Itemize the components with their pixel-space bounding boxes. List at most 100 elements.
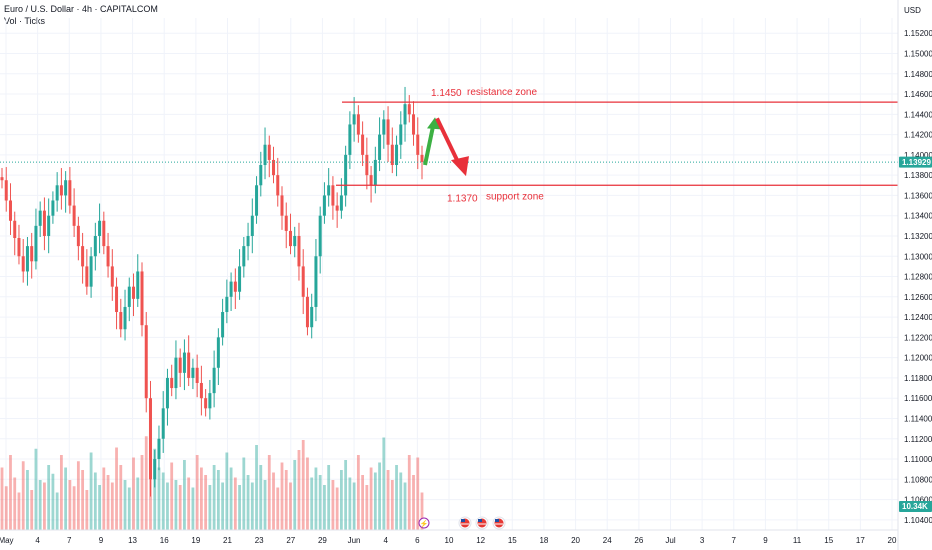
candle-body	[339, 195, 343, 211]
price-tick-label: 1.13600	[904, 191, 932, 200]
candle-body	[38, 210, 42, 226]
candle-body	[348, 124, 352, 155]
volume-bar	[199, 467, 203, 530]
volume-bar	[47, 465, 51, 530]
volume-bar	[378, 462, 381, 530]
candle-body	[55, 185, 59, 201]
volume-bar	[166, 482, 169, 530]
candle-body	[322, 195, 326, 216]
currency-label: USD	[904, 6, 921, 15]
candle-body	[8, 200, 12, 221]
price-tick-label: 1.13400	[904, 212, 932, 221]
candle-body	[221, 312, 225, 338]
volume-bar	[318, 475, 322, 530]
support-price-label: 1.1370	[447, 193, 478, 204]
volume-bar	[216, 470, 220, 530]
candle-body	[132, 286, 136, 299]
candle-body	[21, 256, 25, 272]
down-arrow	[435, 117, 461, 166]
candle-body	[187, 352, 191, 378]
candle-body	[233, 281, 237, 292]
candlesticks	[0, 86, 424, 497]
time-tick-label: 19	[191, 536, 200, 545]
candle-body	[102, 220, 106, 247]
candle-body	[25, 246, 29, 272]
volume-bar	[267, 455, 271, 530]
volume-bar	[170, 462, 174, 530]
candle-body	[297, 235, 301, 267]
volume-bar	[17, 492, 21, 530]
volume-bar	[373, 472, 377, 530]
volume-bar	[407, 455, 411, 530]
volume-bar	[106, 475, 110, 530]
time-tick-label: 24	[603, 536, 612, 545]
volume-bar	[233, 477, 237, 530]
volume-bar	[119, 465, 123, 530]
price-axis[interactable]: 1.15200 1.15000 1.14800 1.14600 1.14400 1.142…	[904, 29, 932, 525]
candle-body	[81, 246, 85, 267]
candle-body	[127, 286, 131, 307]
candle-body	[199, 382, 203, 399]
candle-body	[208, 393, 212, 409]
volume-bar	[13, 477, 17, 530]
candle-body	[301, 266, 305, 297]
time-tick-label: 17	[856, 536, 865, 545]
candle-body	[47, 215, 51, 236]
volume-bar	[85, 490, 89, 530]
price-tick-label: 1.14200	[904, 131, 932, 140]
candle-body	[305, 296, 309, 328]
candle-body	[263, 144, 267, 166]
volume-bar	[89, 452, 93, 530]
volume-bar	[183, 460, 186, 530]
time-tick-label: 26	[634, 536, 643, 545]
time-tick-label: 15	[508, 536, 517, 545]
volume-bar	[110, 482, 114, 530]
volume-bar	[246, 475, 250, 530]
candle-body	[399, 124, 403, 145]
projection-arrows	[423, 117, 469, 177]
candle-body	[416, 134, 420, 155]
time-tick-label: 15	[824, 536, 833, 545]
volume-bar	[284, 470, 288, 530]
candle-body	[403, 104, 407, 125]
time-tick-label: 7	[67, 536, 72, 545]
volume-indicator-label[interactable]: Vol · Ticks	[4, 16, 46, 26]
candle-body	[76, 225, 80, 247]
volume-bar	[43, 482, 46, 530]
economic-event-icons[interactable]: ⚡	[418, 516, 506, 530]
candle-body	[123, 306, 127, 330]
volume-bar	[127, 487, 131, 530]
price-tick-label: 1.11400	[904, 414, 932, 423]
volume-bar	[339, 470, 343, 530]
candle-body	[106, 246, 110, 267]
volume-bar	[208, 485, 212, 530]
candle-body	[4, 180, 8, 201]
candle-body	[59, 185, 63, 196]
volume-bar	[314, 467, 318, 530]
time-tick-label: 7	[732, 536, 737, 545]
price-tick-label: 1.14400	[904, 110, 932, 119]
volume-bar	[195, 455, 199, 530]
up-arrow-head	[427, 117, 441, 130]
candle-body	[119, 312, 123, 330]
us-flag-canton	[495, 519, 499, 522]
volume-bar	[81, 470, 85, 530]
resistance-price-label: 1.1450	[431, 88, 462, 99]
candle-body	[34, 225, 38, 262]
candle-body	[238, 266, 242, 292]
candle-body	[212, 367, 216, 394]
candle-body	[216, 337, 220, 368]
candle-body	[140, 271, 144, 326]
time-tick-label: 3	[700, 536, 705, 545]
time-tick-label: 4	[35, 536, 40, 545]
volume-bar	[335, 487, 339, 530]
volume-bar	[144, 436, 148, 530]
candle-body	[272, 159, 276, 176]
volume-bar	[403, 482, 407, 530]
volume-bar	[259, 465, 263, 530]
time-axis[interactable]: May 4 7 9 13 16 19 21 23 27 29 Jun 4 6 10 12 15 18 20 24 26 J…	[0, 536, 897, 545]
price-tick-label: 1.14800	[904, 70, 932, 79]
volume-bar	[64, 467, 68, 530]
volume-bar	[263, 480, 267, 530]
